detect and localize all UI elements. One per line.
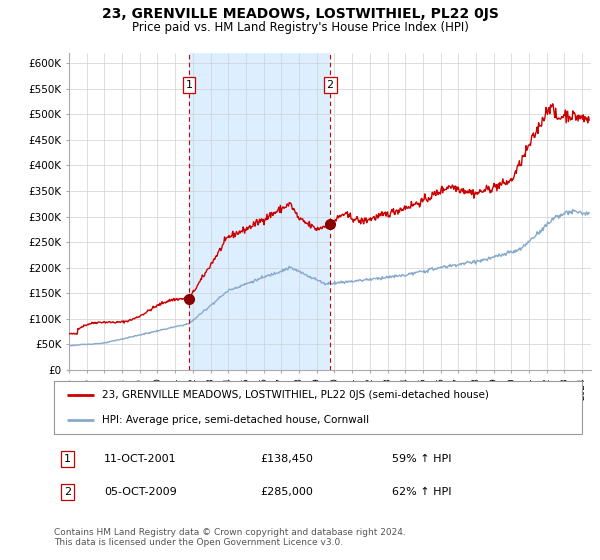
Text: £138,450: £138,450 — [260, 454, 313, 464]
Text: £285,000: £285,000 — [260, 487, 313, 497]
Text: 2: 2 — [326, 80, 334, 90]
Text: 59% ↑ HPI: 59% ↑ HPI — [392, 454, 451, 464]
Text: 62% ↑ HPI: 62% ↑ HPI — [392, 487, 451, 497]
FancyBboxPatch shape — [54, 381, 582, 434]
Bar — [189, 53, 330, 370]
Text: 2: 2 — [64, 487, 71, 497]
Text: 1: 1 — [64, 454, 71, 464]
Text: 23, GRENVILLE MEADOWS, LOSTWITHIEL, PL22 0JS (semi-detached house): 23, GRENVILLE MEADOWS, LOSTWITHIEL, PL22… — [101, 390, 488, 400]
Text: 23, GRENVILLE MEADOWS, LOSTWITHIEL, PL22 0JS: 23, GRENVILLE MEADOWS, LOSTWITHIEL, PL22… — [101, 7, 499, 21]
Text: 1: 1 — [185, 80, 193, 90]
Text: 11-OCT-2001: 11-OCT-2001 — [104, 454, 177, 464]
Text: HPI: Average price, semi-detached house, Cornwall: HPI: Average price, semi-detached house,… — [101, 414, 368, 424]
Text: Contains HM Land Registry data © Crown copyright and database right 2024.
This d: Contains HM Land Registry data © Crown c… — [54, 528, 406, 547]
Text: 05-OCT-2009: 05-OCT-2009 — [104, 487, 177, 497]
Text: Price paid vs. HM Land Registry's House Price Index (HPI): Price paid vs. HM Land Registry's House … — [131, 21, 469, 34]
